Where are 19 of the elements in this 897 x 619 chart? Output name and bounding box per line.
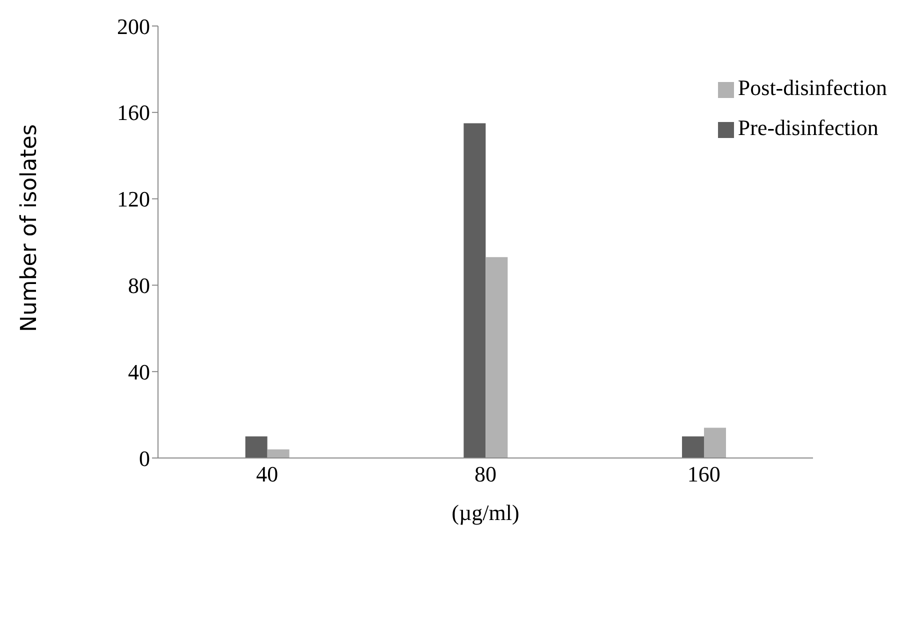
legend-label: Pre-disinfection [738,115,878,140]
y-axis-title: Number of isolates [16,124,42,332]
bar [464,123,486,458]
y-tick-label: 0 [139,446,150,471]
bar [682,436,704,458]
y-tick-label: 200 [117,14,150,39]
x-tick-label: 40 [256,462,278,487]
bar [486,257,508,458]
bar [245,436,268,458]
x-tick-label: 160 [687,462,720,487]
y-tick-label: 80 [128,273,150,298]
legend-label: Post-disinfection [738,75,887,100]
bar [704,428,726,458]
y-tick-label: 120 [117,186,150,212]
x-tick-label: 80 [474,462,496,487]
y-tick-label: 40 [128,359,150,384]
bar [267,449,290,458]
x-axis-title: (µg/ml) [452,500,520,525]
y-tick-label: 160 [117,100,150,126]
